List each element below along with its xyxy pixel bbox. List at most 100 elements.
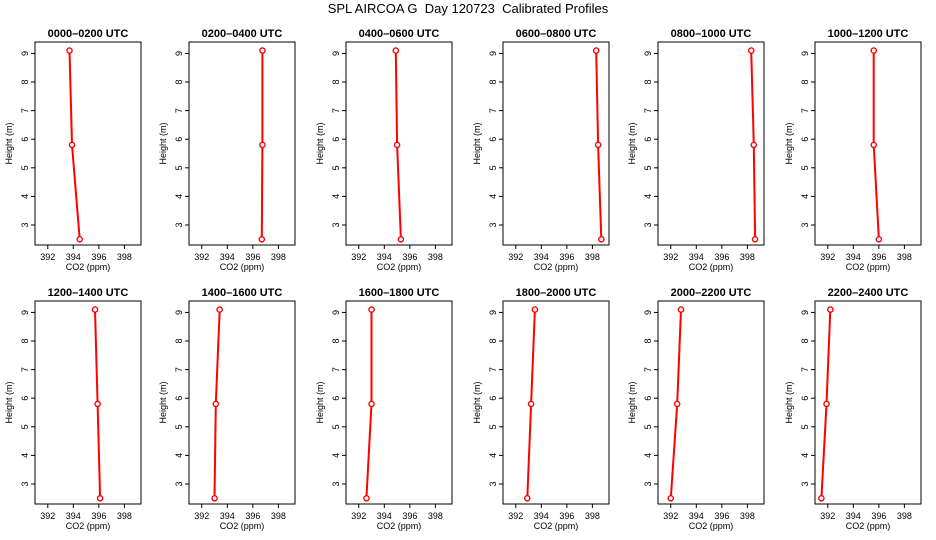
y-tick-label: 6 [174, 137, 184, 142]
panel-title: 1200–1400 UTC [48, 287, 129, 299]
data-point [527, 400, 535, 408]
y-tick-label: 4 [488, 453, 498, 458]
x-tick-label: 398 [271, 511, 286, 521]
x-tick-label: 394 [220, 252, 235, 262]
y-tick-label: 9 [488, 51, 498, 56]
x-tick-label: 398 [428, 511, 443, 521]
y-tick-label: 4 [20, 453, 30, 458]
x-tick-label: 396 [245, 252, 260, 262]
x-tick-label: 394 [534, 252, 549, 262]
x-tick-label: 394 [689, 511, 704, 521]
plot-frame [34, 300, 142, 505]
y-axis-label: Height (m) [472, 381, 482, 423]
y-tick-label: 4 [800, 453, 810, 458]
y-tick-label: 8 [488, 80, 498, 85]
x-tick-label: 398 [740, 252, 755, 262]
plot-frame [657, 41, 765, 246]
x-tick-label: 396 [245, 511, 260, 521]
y-tick-label: 6 [20, 396, 30, 401]
data-point [870, 141, 878, 149]
x-axis-label: CO2 (ppm) [66, 521, 111, 531]
data-point [393, 141, 401, 149]
y-tick-label: 8 [331, 80, 341, 85]
x-tick-label: 394 [846, 511, 861, 521]
x-tick-label: 396 [871, 511, 886, 521]
data-point [818, 494, 825, 502]
y-tick-label: 5 [488, 165, 498, 170]
plot-frame [502, 300, 610, 505]
data-point [96, 494, 104, 502]
y-tick-label: 5 [20, 165, 30, 170]
y-axis-label: Height (m) [627, 122, 637, 164]
y-tick-label: 7 [488, 367, 498, 372]
x-tick-label: 398 [271, 252, 286, 262]
y-tick-label: 9 [331, 310, 341, 315]
data-point [747, 47, 755, 54]
panel-title: 1400–1600 UTC [202, 287, 283, 299]
data-point [673, 400, 681, 408]
y-tick-label: 7 [174, 108, 184, 113]
data-point [363, 494, 370, 502]
plot-frame [657, 300, 765, 505]
x-tick-label: 396 [402, 511, 417, 521]
y-axis-label: Height (m) [158, 381, 168, 423]
y-tick-label: 9 [643, 310, 653, 315]
data-point [598, 235, 605, 243]
y-tick-label: 9 [174, 51, 184, 56]
panel-title: 0200–0400 UTC [202, 28, 283, 40]
y-tick-label: 8 [20, 339, 30, 344]
y-tick-label: 5 [331, 424, 341, 429]
plot-frame [345, 300, 453, 505]
x-tick-label: 396 [559, 511, 574, 521]
y-tick-label: 8 [800, 339, 810, 344]
data-point [94, 400, 101, 408]
y-tick-label: 7 [643, 108, 653, 113]
x-tick-label: 392 [351, 252, 366, 262]
plot-frame [814, 300, 922, 505]
y-tick-label: 9 [800, 51, 810, 56]
y-tick-label: 6 [331, 396, 341, 401]
x-axis-label: CO2 (ppm) [66, 262, 111, 272]
plot-frame [188, 41, 296, 246]
x-tick-label: 392 [40, 511, 55, 521]
x-tick-label: 394 [377, 511, 392, 521]
y-tick-label: 9 [20, 51, 30, 56]
y-axis-label: Height (m) [4, 122, 14, 164]
y-tick-label: 7 [488, 108, 498, 113]
y-tick-label: 6 [174, 396, 184, 401]
panel-title: 0800–1000 UTC [671, 28, 752, 40]
y-tick-label: 9 [331, 51, 341, 56]
x-tick-label: 396 [559, 252, 574, 262]
x-tick-label: 398 [585, 511, 600, 521]
x-axis-label: CO2 (ppm) [689, 262, 734, 272]
data-point [531, 306, 539, 313]
data-point [667, 494, 675, 502]
y-tick-label: 8 [643, 339, 653, 344]
x-tick-label: 392 [663, 511, 678, 521]
y-tick-label: 4 [20, 194, 30, 199]
data-point [258, 235, 266, 243]
data-point [594, 141, 602, 149]
y-tick-label: 7 [20, 367, 30, 372]
x-tick-label: 394 [689, 252, 704, 262]
x-tick-label: 398 [585, 252, 600, 262]
data-point [392, 47, 400, 54]
data-point [750, 141, 758, 149]
x-tick-label: 392 [194, 511, 209, 521]
y-tick-label: 8 [643, 80, 653, 85]
x-axis-label: CO2 (ppm) [846, 262, 891, 272]
y-tick-label: 3 [643, 481, 653, 486]
x-tick-label: 396 [91, 252, 106, 262]
y-tick-label: 5 [20, 424, 30, 429]
x-tick-label: 392 [194, 252, 209, 262]
x-tick-label: 392 [508, 511, 523, 521]
data-point [677, 306, 685, 313]
x-tick-label: 394 [66, 252, 81, 262]
y-tick-label: 9 [174, 310, 184, 315]
x-tick-label: 392 [663, 252, 678, 262]
y-tick-label: 3 [488, 222, 498, 227]
y-tick-label: 7 [800, 108, 810, 113]
y-axis-label: Height (m) [784, 381, 794, 423]
x-tick-label: 396 [402, 252, 417, 262]
